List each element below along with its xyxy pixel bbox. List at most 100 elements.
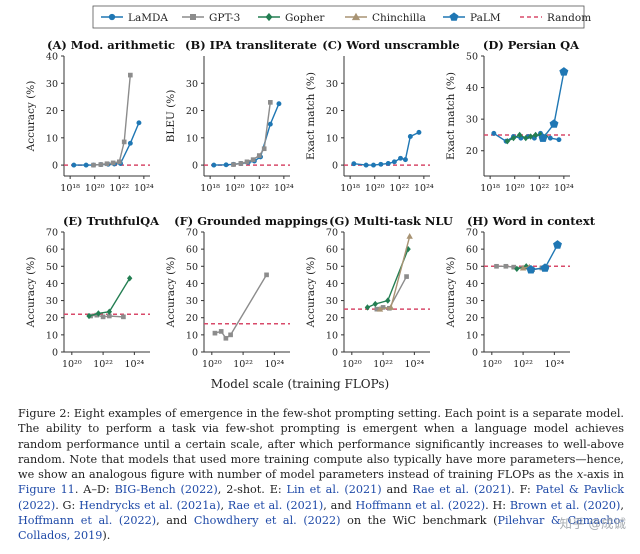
series-gopher bbox=[364, 245, 411, 311]
y-tick-label: 60 bbox=[186, 245, 198, 256]
data-point bbox=[244, 159, 250, 165]
citation-link[interactable]: Patel & Pavlick (2022) bbox=[18, 483, 624, 512]
citation-link[interactable]: Pilehvar & Camacho-Collados, 2019 bbox=[18, 514, 624, 543]
data-point bbox=[212, 330, 218, 336]
x-tick-label: 10²⁴ bbox=[125, 359, 145, 370]
y-tick-label: 0 bbox=[52, 348, 58, 359]
y-tick-label: 40 bbox=[466, 279, 478, 290]
legend-frame bbox=[92, 5, 585, 29]
y-tick-label: 50 bbox=[466, 52, 478, 63]
panel-title: (E) TruthfulQA bbox=[63, 214, 160, 228]
legend-label: PaLM bbox=[470, 12, 501, 24]
y-tick-label: 50 bbox=[46, 262, 58, 273]
x-tick-label: 10²⁰ bbox=[62, 359, 82, 370]
legend-label: LaMDA bbox=[128, 12, 168, 24]
data-point bbox=[385, 160, 391, 166]
data-point bbox=[228, 332, 233, 338]
data-point bbox=[238, 161, 244, 166]
data-point bbox=[126, 275, 133, 282]
data-point bbox=[538, 133, 548, 142]
y-tick-label: 0 bbox=[192, 348, 198, 359]
data-point bbox=[371, 162, 376, 168]
series-palm bbox=[526, 240, 562, 274]
y-tick-label: 40 bbox=[46, 52, 58, 63]
citation-link[interactable]: Chowdhery et al. (2022) bbox=[193, 514, 341, 528]
data-point bbox=[387, 304, 395, 310]
data-point bbox=[71, 162, 77, 168]
y-tick-label: 0 bbox=[52, 161, 58, 172]
y-tick-label: 40 bbox=[326, 279, 338, 290]
citation-link[interactable]: Figure 11 bbox=[18, 483, 75, 497]
legend-marker bbox=[449, 12, 459, 21]
citation-link[interactable]: Hoffmann et al. (2022) bbox=[355, 498, 486, 512]
y-axis-label: Accuracy (%) bbox=[25, 81, 37, 153]
citation-link[interactable]: Rae et al. (2021) bbox=[412, 483, 512, 497]
series-line bbox=[93, 75, 131, 166]
data-point bbox=[218, 329, 224, 334]
x-tick-label: 10²⁴ bbox=[414, 183, 434, 194]
series-palm bbox=[538, 67, 569, 142]
y-tick-label: 0 bbox=[332, 161, 338, 172]
y-tick-label: 30 bbox=[326, 79, 338, 90]
x-tick-label: 10²⁴ bbox=[405, 359, 425, 370]
data-point bbox=[121, 139, 127, 145]
data-point bbox=[223, 162, 229, 168]
y-tick-label: 30 bbox=[46, 79, 58, 90]
data-point bbox=[104, 161, 110, 167]
series-chinchilla bbox=[376, 232, 413, 312]
legend-label: Chinchilla bbox=[372, 12, 426, 24]
y-tick-label: 0 bbox=[472, 348, 478, 359]
citation-link[interactable]: Hendrycks et al. (2021a) bbox=[79, 498, 221, 512]
x-tick-label: 10²⁰ bbox=[225, 183, 245, 194]
data-point bbox=[268, 100, 273, 105]
y-tick-label: 30 bbox=[466, 115, 478, 126]
citation-link[interactable]: Rae et al. (2021) bbox=[227, 498, 324, 512]
y-tick-label: 30 bbox=[466, 296, 478, 307]
legend-marker bbox=[265, 12, 273, 22]
y-tick-label: 20 bbox=[46, 106, 58, 117]
data-point bbox=[516, 131, 523, 139]
data-point bbox=[494, 263, 499, 269]
data-point bbox=[211, 162, 217, 168]
y-tick-label: 10 bbox=[326, 330, 338, 341]
y-tick-label: 40 bbox=[186, 279, 198, 290]
x-tick-label: 10²⁰ bbox=[342, 359, 362, 370]
series-lamda bbox=[351, 129, 422, 168]
citation-link[interactable]: Lin et al. (2021) bbox=[286, 483, 382, 497]
x-tick-label: 10²² bbox=[109, 183, 129, 194]
panel-a: (A) Mod. arithmetic 0 10 20 30 40 10¹⁸ 10²⁰ 10²²… bbox=[25, 38, 175, 194]
data-point bbox=[372, 300, 378, 308]
data-point bbox=[559, 67, 569, 76]
citation-link[interactable]: Brown et al. (2020) bbox=[509, 498, 621, 512]
y-tick-label: 60 bbox=[326, 245, 338, 256]
data-point bbox=[385, 297, 391, 304]
data-point bbox=[378, 161, 384, 167]
x-tick-label: 10²⁴ bbox=[265, 359, 285, 370]
series-line bbox=[542, 71, 565, 139]
chart-panels: (A) Mod. arithmetic 0 10 20 30 40 10¹⁸ 10²⁰ 10²²… bbox=[25, 38, 596, 370]
legend-label: GPT-3 bbox=[209, 12, 240, 24]
panel-c: (C) Word unscramble 0 10 20 30 10¹⁸ 10²⁰ 10²² 10… bbox=[305, 38, 460, 194]
legend-marker bbox=[351, 12, 361, 21]
x-tick-label: 10²⁰ bbox=[365, 183, 385, 194]
y-tick-label: 20 bbox=[186, 106, 198, 117]
series-gpt-3 bbox=[91, 72, 133, 168]
citation-link[interactable]: Hoffmann et al. (2022) bbox=[18, 514, 157, 528]
legend-marker bbox=[190, 14, 197, 21]
y-tick-label: 10 bbox=[46, 133, 58, 144]
y-tick-label: 10 bbox=[46, 330, 58, 341]
data-point bbox=[351, 161, 357, 167]
data-point bbox=[121, 314, 126, 320]
series-gopher bbox=[86, 275, 133, 320]
data-point bbox=[264, 272, 269, 278]
data-point bbox=[404, 274, 409, 279]
citation-link[interactable]: BIG-Bench (2022) bbox=[114, 483, 218, 497]
data-point bbox=[514, 265, 520, 273]
data-point bbox=[519, 264, 527, 271]
data-point bbox=[376, 305, 384, 312]
y-tick-label: 30 bbox=[326, 296, 338, 307]
y-axis-label: Exact match (%) bbox=[305, 72, 317, 160]
data-point bbox=[364, 304, 371, 311]
watermark: 知乎 @成诚 bbox=[559, 516, 626, 531]
y-tick-label: 70 bbox=[46, 228, 58, 239]
